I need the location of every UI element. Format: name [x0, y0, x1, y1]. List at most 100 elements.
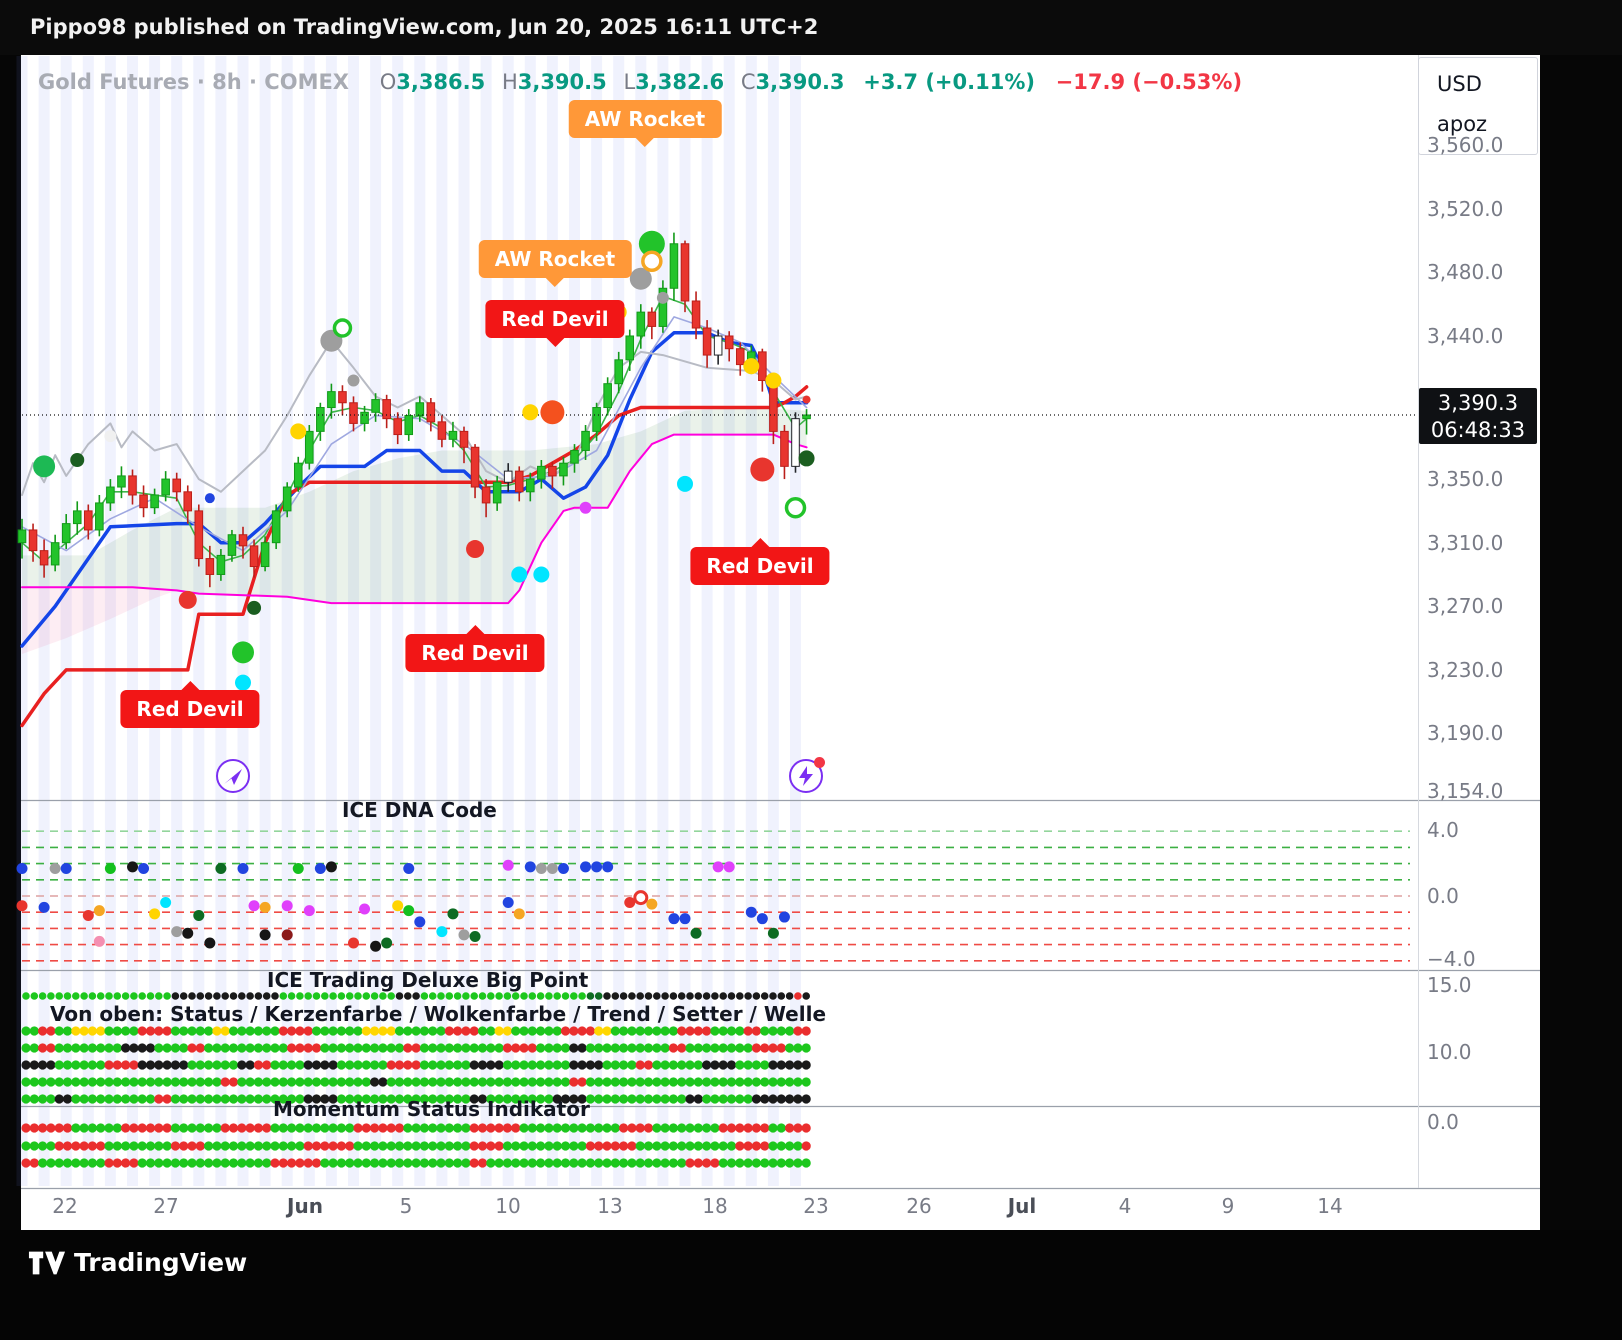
bigpoint-dot-wolkenfarbe [38, 1043, 48, 1053]
callout-red-devil[interactable]: Red Devil [405, 625, 545, 672]
callout-red-devil[interactable]: Red Devil [690, 538, 830, 585]
bigpoint-dot-wolkenfarbe [62, 1043, 73, 1053]
momentum-row-1-dot [287, 1123, 297, 1133]
time-axis-label: 13 [597, 1194, 623, 1218]
bigpoint-dot-status [553, 992, 561, 1000]
session-stripe [215, 56, 227, 1186]
bigpoint-dot-trend [345, 1060, 355, 1070]
bigpoint-dot-kerzenfarbe [137, 1026, 147, 1036]
bigpoint-dot-trend [295, 1060, 305, 1070]
bigpoint-dot-kerzenfarbe [419, 1026, 429, 1036]
bigpoint-dot-wolkenfarbe [104, 1043, 114, 1053]
momentum-row-2-dot [726, 1141, 737, 1151]
bigpoint-dot-kerzenfarbe [453, 1026, 463, 1036]
momentum-row-2-dot [96, 1141, 106, 1151]
time-axis-label: 9 [1221, 1194, 1235, 1218]
bigpoint-dot-welle [46, 1094, 56, 1104]
dna-dot [436, 926, 448, 938]
callout-label: Red Devil [706, 554, 814, 578]
bigpoint-dot-welle [726, 1094, 737, 1104]
signal-dot [232, 641, 254, 664]
bigpoint-dot-status [379, 992, 387, 1000]
bigpoint-dot-welle [328, 1094, 338, 1104]
momentum-row-2-dot [743, 1141, 753, 1151]
callout-red-devil[interactable]: Red Devil [485, 300, 625, 347]
callout-pointer [750, 529, 769, 547]
signal-ring-dot [332, 318, 353, 338]
dna-dot [215, 862, 227, 874]
bigpoint-dot-wolkenfarbe [710, 1043, 720, 1053]
bigpoint-dot-kerzenfarbe [154, 1026, 164, 1036]
bigpoint-dot-welle [270, 1094, 280, 1104]
momentum-row-2-dot [660, 1141, 670, 1151]
candle-body [492, 481, 502, 504]
dna-dot [602, 861, 614, 873]
dna-dot [392, 900, 404, 912]
bigpoint-dot-kerzenfarbe [668, 1026, 679, 1036]
bigpoint-dot-setter [511, 1077, 521, 1087]
momentum-row-3-dot [776, 1158, 786, 1168]
flash-icon[interactable] [789, 757, 825, 793]
momentum-row-3-dot [610, 1158, 620, 1168]
momentum-row-3-dot [594, 1158, 604, 1168]
bigpoint-dot-trend [361, 1060, 371, 1070]
bigpoint-dot-welle [386, 1094, 396, 1104]
callout-red-devil[interactable]: Red Devil [120, 681, 260, 728]
bigpoint-dot-welle [311, 1094, 322, 1104]
bigpoint-dot-wolkenfarbe [228, 1043, 239, 1053]
momentum-row-1-dot [677, 1123, 687, 1133]
bigpoint-dot-welle [453, 1094, 463, 1104]
session-stripe [524, 56, 536, 1186]
bigpoint-dot-trend [635, 1060, 645, 1070]
bigpoint-dot-setter [21, 1077, 31, 1087]
candle-body [172, 478, 181, 493]
bigpoint-dot-welle [204, 1094, 214, 1104]
bigpoint-dot-trend [419, 1060, 429, 1070]
callout-aw-rocket[interactable]: AW Rocket [478, 240, 632, 287]
callout-pointer [545, 338, 564, 356]
bigpoint-dot-welle [436, 1094, 446, 1104]
momentum-row-1-dot [112, 1123, 122, 1133]
session-stripe [546, 56, 558, 1186]
bigpoint-dot-trend [585, 1060, 596, 1070]
bigpoint-dot-wolkenfarbe [278, 1043, 288, 1053]
bigpoint-dot-status [470, 992, 479, 1000]
bigpoint-dot-trend [461, 1060, 471, 1070]
bigpoint-dot-kerzenfarbe [702, 1026, 712, 1036]
momentum-row-1-dot [693, 1123, 703, 1133]
candle-body [470, 446, 480, 488]
takeoff-icon[interactable] [216, 759, 250, 793]
bigpoint-dot-status [30, 992, 39, 1000]
bigpoint-dot-kerzenfarbe [544, 1026, 554, 1036]
bigpoint-dot-welle [245, 1094, 255, 1104]
signal-dot [540, 400, 565, 425]
momentum-row-2-dot [262, 1141, 272, 1151]
bigpoint-dot-setter [702, 1077, 712, 1087]
momentum-row-1-dot [71, 1123, 81, 1133]
momentum-row-1-dot [610, 1123, 620, 1133]
bigpoint-dot-kerzenfarbe [594, 1026, 604, 1036]
momentum-row-3-dot [245, 1158, 255, 1168]
candle-body [338, 391, 347, 404]
bigpoint-dot-setter [768, 1077, 778, 1087]
candle-body [305, 430, 314, 464]
candle-body [713, 335, 723, 356]
bigpoint-dot-welle [137, 1094, 147, 1104]
bigpoint-dot-setter [527, 1077, 537, 1087]
bigpoint-dot-kerzenfarbe [768, 1026, 778, 1036]
momentum-row-3-dot [104, 1158, 114, 1168]
momentum-row-1-dot [245, 1123, 255, 1133]
bigpoint-dot-welle [428, 1094, 438, 1104]
bigpoint-dot-status [487, 992, 495, 1000]
bigpoint-dot-kerzenfarbe [245, 1026, 255, 1036]
bigpoint-dot-wolkenfarbe [96, 1043, 106, 1053]
bigpoint-dot-setter [336, 1077, 346, 1087]
price-axis[interactable]: 3,390.3 06:48:33 3,560.0 3,520.0 3,480.0 3,… [1418, 55, 1540, 1188]
bigpoint-dot-welle [104, 1094, 114, 1104]
callout-aw-rocket[interactable]: AW Rocket [568, 100, 722, 147]
time-axis[interactable]: 22 27 Jun 5 10 13 18 23 26 Jul 4 9 14 [21, 1188, 1540, 1230]
candle-body [271, 510, 281, 544]
bigpoint-dot-welle [486, 1094, 496, 1104]
session-stripe [790, 56, 801, 1186]
bigpoint-dot-status [204, 992, 213, 1000]
